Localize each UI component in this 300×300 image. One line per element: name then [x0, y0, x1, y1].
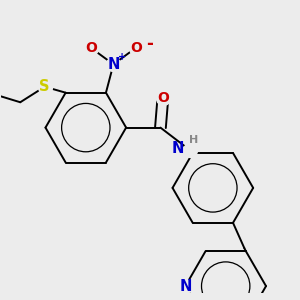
Text: O: O: [85, 41, 97, 55]
Text: -: -: [146, 35, 153, 53]
Text: H: H: [189, 135, 198, 145]
Text: O: O: [157, 91, 169, 105]
Text: N: N: [179, 279, 192, 294]
Text: S: S: [40, 79, 50, 94]
Text: N: N: [107, 57, 120, 72]
Text: N: N: [172, 141, 184, 156]
Text: O: O: [130, 41, 142, 55]
Text: +: +: [118, 52, 126, 62]
